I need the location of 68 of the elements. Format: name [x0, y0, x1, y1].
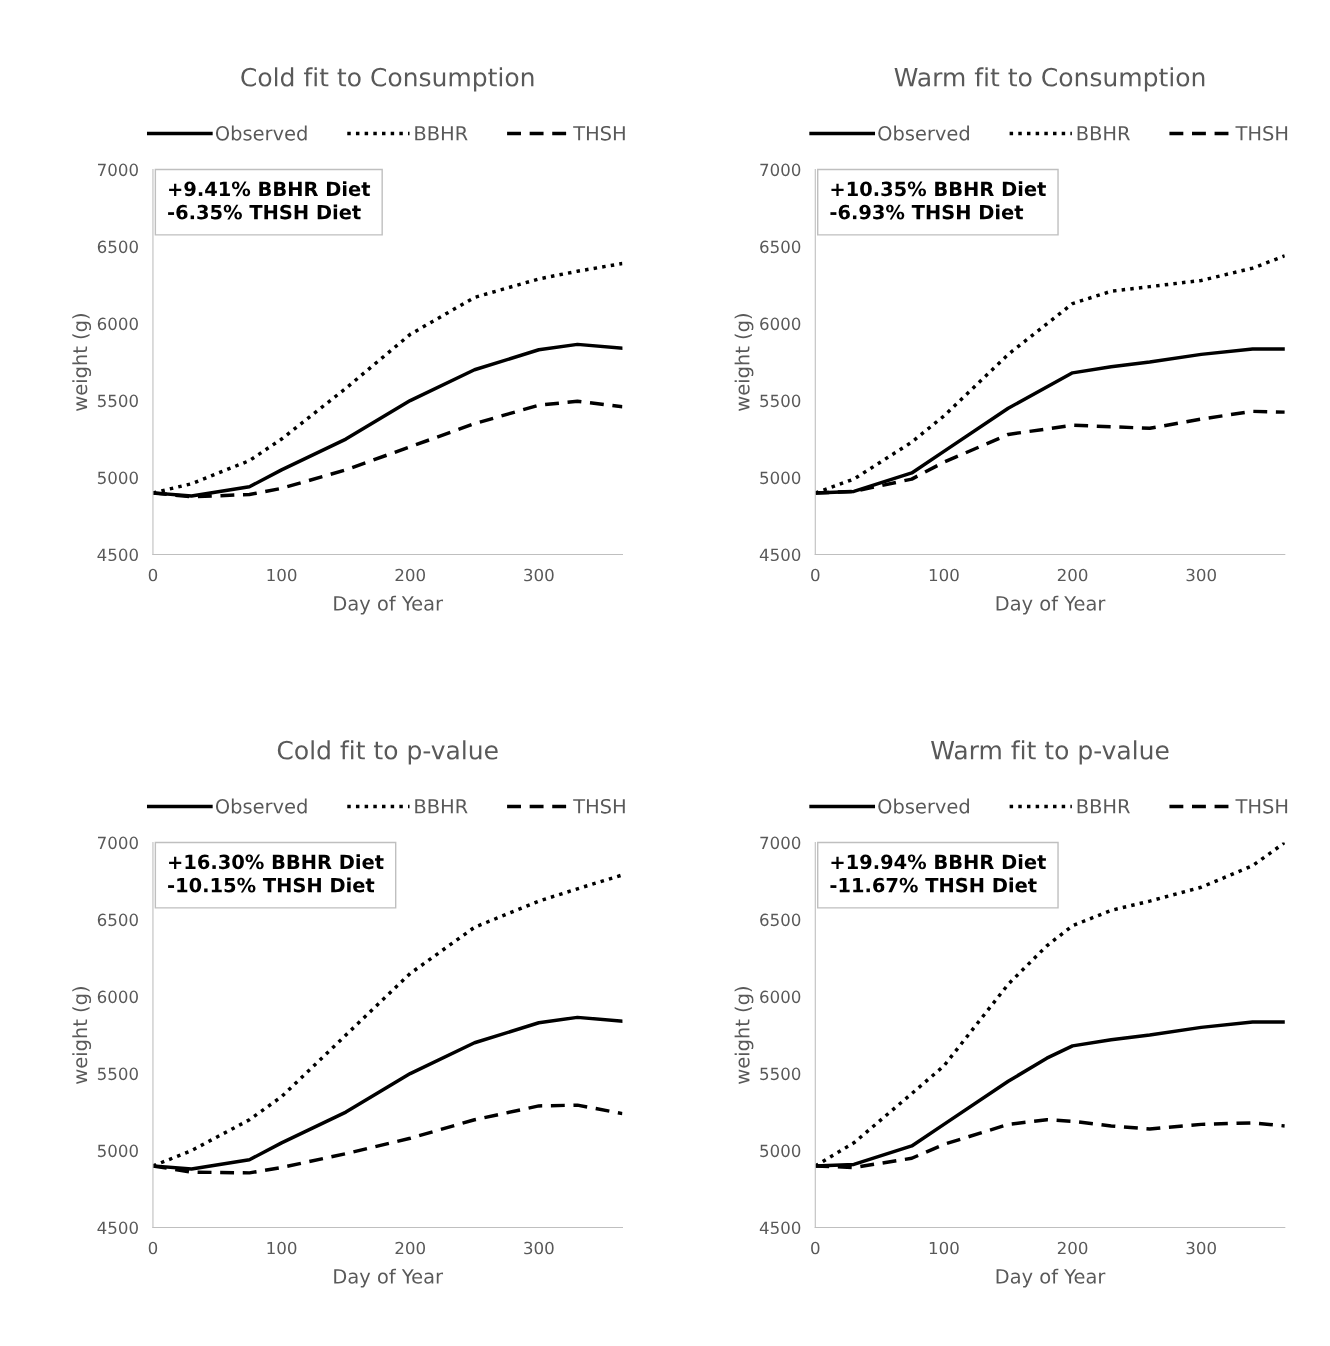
legend-label: BBHR	[1077, 799, 1130, 814]
y-tick-label: 6500	[97, 913, 138, 927]
y-tick-label: 6500	[97, 240, 138, 254]
x-tick-label: 300	[1186, 1241, 1216, 1255]
y-tick-label: 5000	[97, 471, 138, 485]
y-tick-label: 6500	[760, 913, 801, 927]
x-tick-label: 300	[1186, 568, 1216, 582]
y-tick-label: 4500	[759, 548, 801, 562]
y-tick-label: 5500	[760, 394, 801, 408]
y-tick-label: 7000	[760, 836, 801, 850]
annotation: +10.35% BBHR Diet -6.93% THSH Diet	[830, 181, 1046, 220]
x-tick-label: 200	[1057, 568, 1088, 582]
y-tick-label: 7000	[98, 836, 138, 850]
x-tick-label: 200	[395, 568, 425, 582]
chart-title: Warm fit to Consumption	[894, 67, 1205, 92]
x-tick-label: 100	[267, 1241, 297, 1255]
legend-label: Observed	[878, 798, 969, 814]
annotation: +19.94% BBHR Diet -11.67% THSH Diet	[830, 854, 1046, 893]
annotation: +9.41% BBHR Diet -6.35% THSH Diet	[168, 181, 371, 220]
y-tick-label: 6000	[760, 317, 801, 331]
x-tick-label: 100	[929, 568, 959, 582]
y-tick-label: 6500	[760, 240, 801, 254]
y-tick-label: 6000	[97, 317, 138, 331]
x-axis-title: Day of Year	[996, 1268, 1106, 1288]
y-tick-label: 5500	[97, 1067, 138, 1081]
y-axis-title: weight (g)	[72, 314, 92, 411]
x-tick-label: 300	[524, 1241, 554, 1255]
legend-label: BBHR	[415, 126, 468, 141]
legend-label: THSH	[1235, 798, 1288, 814]
x-axis-title: Day of Year	[996, 595, 1106, 615]
y-tick-label: 7000	[98, 163, 138, 177]
legend-label: THSH	[573, 798, 625, 814]
x-tick-label: 0	[148, 1241, 158, 1255]
x-tick-label: 200	[1057, 1241, 1088, 1255]
y-tick-label: 4500	[97, 1221, 138, 1235]
y-tick-label: 7000	[760, 163, 801, 177]
chart-title: Cold fit to Consumption	[241, 67, 534, 92]
x-tick-label: 100	[267, 568, 297, 582]
y-axis-title: weight (g)	[734, 987, 754, 1084]
y-tick-label: 4500	[759, 1221, 801, 1235]
x-tick-label: 100	[929, 1241, 959, 1255]
chart-title: Warm fit to p-value	[931, 740, 1169, 765]
legend-label: THSH	[573, 125, 625, 141]
annotation: +16.30% BBHR Diet -10.15% THSH Diet	[168, 854, 384, 893]
y-axis-title: weight (g)	[72, 987, 92, 1084]
legend-label: BBHR	[1077, 126, 1130, 141]
y-tick-label: 5500	[760, 1067, 801, 1081]
x-tick-label: 0	[811, 568, 820, 582]
x-tick-label: 200	[395, 1241, 425, 1255]
y-axis-title: weight (g)	[734, 314, 754, 411]
x-tick-label: 300	[524, 568, 554, 582]
y-tick-label: 6000	[760, 990, 801, 1004]
x-tick-label: 0	[148, 568, 158, 582]
x-axis-title: Day of Year	[334, 1268, 444, 1288]
y-tick-label: 5000	[760, 1144, 801, 1158]
y-tick-label: 5000	[760, 471, 801, 485]
legend-label: Observed	[878, 125, 969, 141]
y-tick-label: 5000	[97, 1144, 138, 1158]
y-tick-label: 5500	[97, 394, 138, 408]
chart-title: Cold fit to p-value	[277, 740, 498, 765]
y-tick-label: 4500	[97, 548, 138, 562]
x-axis-title: Day of Year	[334, 595, 444, 615]
x-tick-label: 0	[811, 1241, 820, 1255]
legend-label: BBHR	[415, 799, 468, 814]
legend-label: THSH	[1235, 125, 1288, 141]
legend-label: Observed	[215, 798, 307, 814]
y-tick-label: 6000	[97, 990, 138, 1004]
legend-label: Observed	[215, 125, 307, 141]
